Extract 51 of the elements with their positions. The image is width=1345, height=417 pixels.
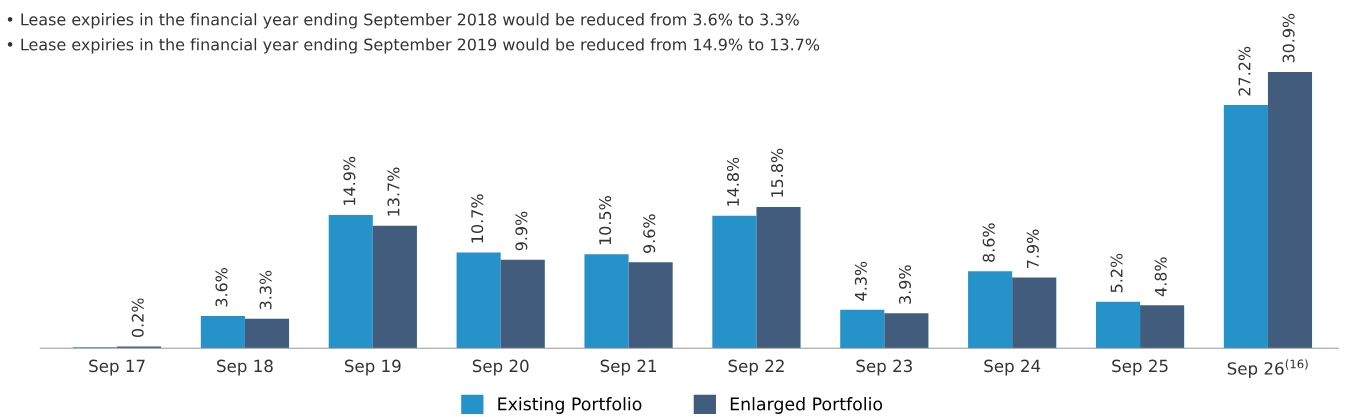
bar — [1012, 277, 1057, 349]
data-label: 14.9% — [343, 156, 356, 205]
data-label: 10.5% — [599, 196, 612, 245]
data-label: 27.2% — [1238, 46, 1251, 96]
x-tick-label: Sep 22 — [728, 359, 784, 376]
data-label: 3.3% — [259, 270, 272, 310]
x-tick-label: Sep 19 — [344, 359, 401, 376]
data-label: 8.6% — [982, 223, 995, 262]
data-label: 10.7% — [471, 194, 484, 243]
bar — [884, 313, 929, 349]
x-tick-label: Sep 23 — [856, 359, 912, 376]
x-tick-label: Sep 18 — [217, 359, 273, 376]
text: • Lease expiries in the financial year ending September 2018 would be reduced from 3.6% to 3.3% — [7, 13, 799, 29]
text: • Lease expiries in the financial year ending September 2019 would be reduced from 14.9% to 13.7% — [7, 38, 820, 54]
legend-label: Enlarged Portfolio — [730, 397, 883, 414]
data-label: 3.6% — [215, 267, 228, 307]
x-tick-label: Sep 21 — [600, 359, 656, 376]
bar — [456, 252, 501, 349]
data-label: 9.9% — [515, 211, 528, 251]
data-label: 14.8% — [726, 157, 740, 206]
data-label: 3.9% — [898, 265, 912, 304]
legend-label: Existing Portfolio — [498, 397, 642, 414]
bar — [1095, 301, 1141, 349]
x-tick-label: Sep 24 — [984, 359, 1041, 376]
data-label: 15.8% — [771, 148, 784, 197]
data-label: 4.3% — [854, 261, 867, 301]
bar — [840, 309, 885, 349]
bar — [372, 225, 417, 349]
data-label: 30.9% — [1282, 13, 1295, 63]
bar — [712, 215, 757, 349]
data-label: 4.8% — [1154, 257, 1167, 297]
data-label: 7.9% — [1026, 229, 1039, 268]
bar — [1267, 71, 1313, 349]
x-tick-label: Sep 26$^{(16)}$ — [1227, 359, 1308, 378]
bar — [756, 206, 801, 349]
x-tick-label: Sep 20 — [472, 359, 529, 376]
data-label: 9.6% — [643, 214, 656, 254]
data-label: 5.2% — [1110, 253, 1123, 293]
bar — [628, 262, 673, 349]
data-label: 0.2% — [131, 298, 144, 338]
x-tick-label: Sep 25 — [1112, 359, 1168, 376]
bar — [1223, 104, 1268, 349]
bar — [968, 271, 1013, 349]
data-label: 13.7% — [387, 167, 400, 216]
bar — [328, 214, 373, 349]
bar — [200, 316, 245, 349]
bar — [500, 259, 545, 349]
bar — [1140, 305, 1185, 349]
x-tick-label: Sep 17 — [89, 359, 145, 376]
bar — [584, 254, 629, 349]
bar — [244, 318, 290, 349]
